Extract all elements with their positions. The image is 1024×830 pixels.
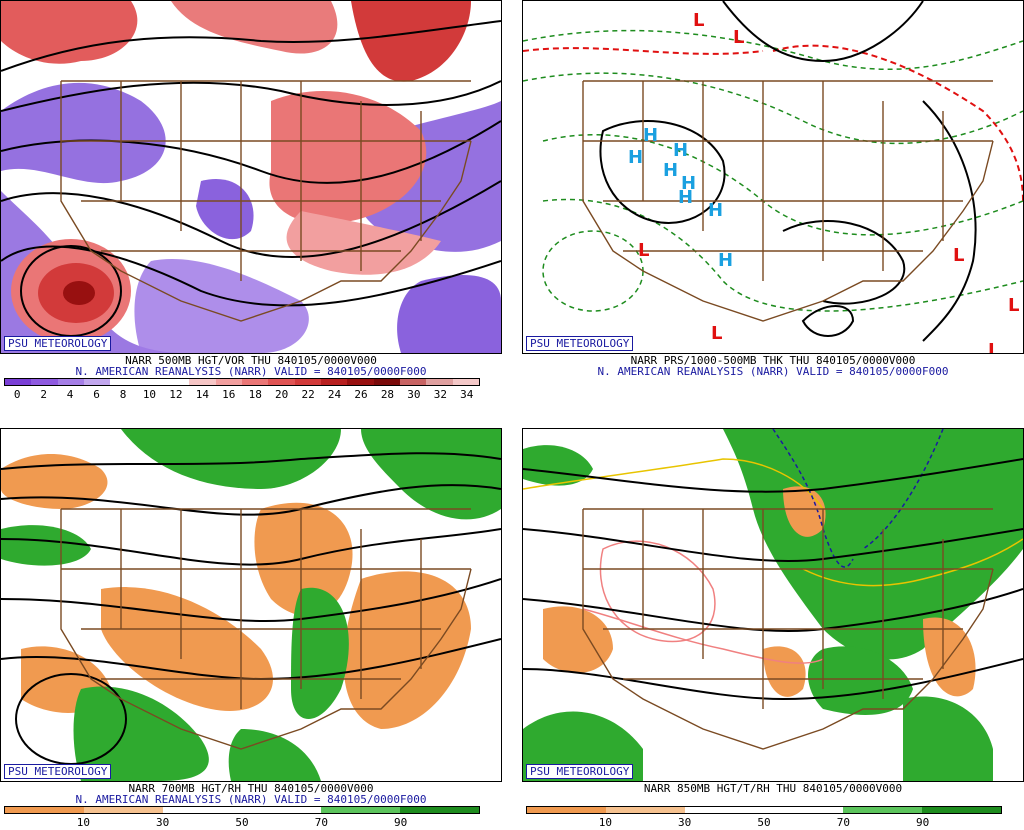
color-scale-swatch	[163, 807, 242, 813]
color-scale-tick-label: 10	[598, 816, 612, 829]
color-scale-ticks: 10 30 50 70 90	[526, 816, 1002, 829]
color-scale-swatch	[400, 807, 479, 813]
svg-text:L: L	[953, 245, 964, 266]
color-scale-tick-label: 4	[66, 388, 74, 401]
color-scale-tick-label: 0	[13, 388, 21, 401]
color-scale-swatch	[606, 807, 685, 813]
color-scale-tick-label: 28	[380, 388, 395, 401]
color-scale-tick-label: 6	[93, 388, 100, 401]
panel-title: NARR 700MB HGT/RH THU 840105/0000V000	[128, 782, 374, 795]
panel-thickness: H H H H H H H H L L L L L L L PSU METEOR…	[522, 0, 1024, 402]
color-scale-swatch	[399, 379, 427, 385]
svg-text:H: H	[663, 160, 678, 181]
map-700mb-rh	[0, 428, 502, 782]
color-scale-bar	[4, 806, 480, 814]
color-scale-swatch	[215, 379, 242, 385]
svg-text:L: L	[733, 27, 744, 48]
color-scale-swatch	[242, 807, 321, 813]
color-scale-bar	[526, 806, 1002, 814]
color-scale-swatch	[373, 379, 400, 385]
color-scale-tick-label: 14	[195, 388, 209, 401]
color-scale-tick-label: 70	[314, 816, 328, 829]
color-scale-swatch	[426, 379, 453, 385]
color-scale-tick-label: 16	[222, 388, 236, 401]
color-scale-swatch	[189, 379, 216, 385]
color-scale-tick-label: 30	[407, 388, 421, 401]
svg-text:H: H	[718, 250, 733, 271]
color-scale-swatch	[268, 379, 295, 385]
psu-badge: PSU METEOROLOGY	[526, 764, 634, 779]
svg-text:L: L	[988, 340, 999, 353]
color-scale-swatch	[241, 379, 269, 385]
color-scale-swatch	[83, 379, 111, 385]
low-symbol: L	[693, 10, 704, 31]
svg-text:L: L	[711, 323, 722, 344]
map-500mb-vorticity	[0, 0, 502, 354]
svg-text:H: H	[708, 200, 723, 221]
map-thickness: H H H H H H H H L L L L L L L	[522, 0, 1024, 354]
panel-valid-line: N. AMERICAN REANALYSIS (NARR) VALID = 84…	[597, 365, 949, 378]
color-scale-tick-label: 22	[301, 388, 315, 401]
color-scale-swatch	[685, 807, 764, 813]
color-scale-tick-label: 12	[169, 388, 183, 401]
panel-title: NARR 850MB HGT/T/RH THU 840105/0000V000	[643, 782, 903, 795]
color-scale-swatch	[57, 379, 84, 385]
color-scale-swatch	[5, 807, 84, 813]
color-scale-swatch	[31, 379, 58, 385]
psu-badge: PSU METEOROLOGY	[526, 336, 634, 351]
psu-badge: PSU METEOROLOGY	[4, 336, 112, 351]
high-symbol: H	[643, 125, 658, 146]
color-scale-tick-label: 32	[433, 388, 447, 401]
color-scale-tick-label: 20	[275, 388, 289, 401]
svg-text:L: L	[1008, 295, 1019, 316]
color-scale-tick-label: 50	[235, 816, 249, 829]
panel-title: NARR PRS/1000-500MB THK THU 840105/0000V…	[630, 354, 916, 367]
color-scale-tick-label: 18	[248, 388, 262, 401]
color-scale-tick-label: 24	[327, 388, 342, 401]
svg-text:H: H	[681, 173, 696, 194]
svg-text:H: H	[628, 147, 643, 168]
color-scale-swatch	[843, 807, 922, 813]
color-scale-swatch	[162, 379, 190, 385]
color-scale-swatch	[5, 379, 32, 385]
color-scale-swatch	[110, 379, 137, 385]
color-scale-swatch	[452, 379, 479, 385]
color-scale-bar	[4, 378, 480, 386]
color-scale-tick-label: 26	[354, 388, 368, 401]
panel-700mb-rh: PSU METEOROLOGY NARR 700MB HGT/RH THU 84…	[0, 428, 502, 830]
color-scale-tick-label: 30	[156, 816, 170, 829]
color-scale-tick-label: 10	[142, 388, 157, 401]
color-scale-swatch	[764, 807, 843, 813]
svg-text:L: L	[638, 240, 649, 261]
panel-850mb-temp-rh: PSU METEOROLOGY NARR 850MB HGT/T/RH THU …	[522, 428, 1024, 830]
color-scale-tick-label: 70	[836, 816, 850, 829]
color-scale-swatch	[320, 379, 348, 385]
color-scale-tick-label: 30	[678, 816, 692, 829]
color-scale-swatch	[922, 807, 1001, 813]
color-scale-swatch	[321, 807, 400, 813]
color-scale-swatch	[294, 379, 321, 385]
color-scale-tick-label: 10	[76, 816, 90, 829]
panel-valid-line: N. AMERICAN REANALYSIS (NARR) VALID = 84…	[75, 793, 427, 806]
color-scale-tick-label: 34	[460, 388, 474, 401]
color-scale-tick-label: 90	[916, 816, 930, 829]
panel-title: NARR 500MB HGT/VOR THU 840105/0000V000	[125, 354, 377, 367]
color-scale-swatch	[136, 379, 163, 385]
color-scale-tick-label: 8	[119, 388, 127, 401]
panel-valid-line: N. AMERICAN REANALYSIS (NARR) VALID = 84…	[75, 365, 427, 378]
color-scale-swatch	[527, 807, 606, 813]
svg-text:H: H	[673, 140, 688, 161]
color-scale-tick-label: 50	[757, 816, 771, 829]
panel-500mb-vorticity: PSU METEOROLOGY NARR 500MB HGT/VOR THU 8…	[0, 0, 502, 402]
map-850mb-temp-rh	[522, 428, 1024, 782]
color-scale-swatch	[347, 379, 374, 385]
color-scale-swatch	[84, 807, 163, 813]
color-scale-tick-label: 90	[394, 816, 408, 829]
color-scale-ticks: 10 30 50 70 90	[4, 816, 480, 829]
color-scale-tick-label: 2	[40, 388, 47, 401]
color-scale-ticks: 0 2 4 6 8 10 12 14 16 18 20 22 24 26 28 30 32 34	[4, 388, 480, 401]
svg-text:H: H	[678, 187, 693, 208]
psu-badge: PSU METEOROLOGY	[4, 764, 112, 779]
